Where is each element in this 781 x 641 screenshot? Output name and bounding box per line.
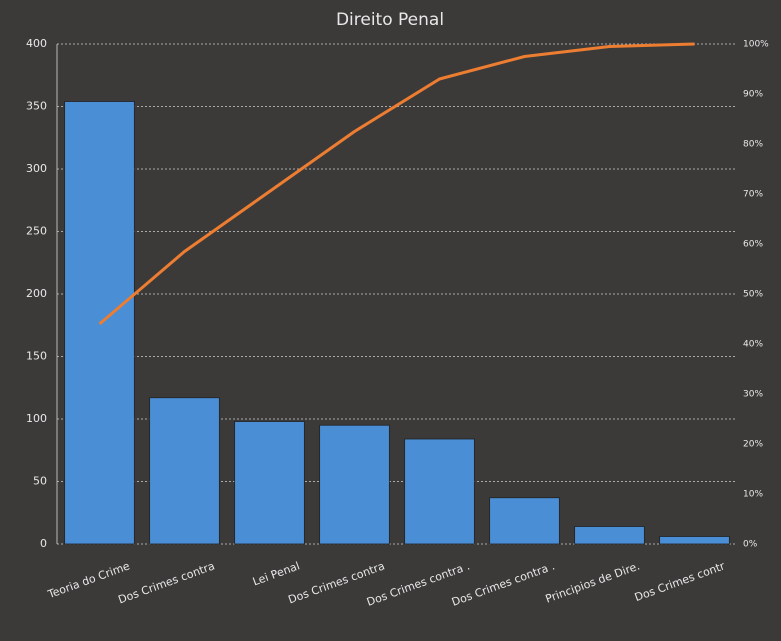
bar <box>574 526 645 545</box>
y2-tick-label: 10% <box>743 490 763 500</box>
bar <box>489 497 560 545</box>
y2-tick-label: 30% <box>743 390 763 400</box>
bar <box>234 421 305 545</box>
y-tick-label: 400 <box>26 37 47 50</box>
y2-tick-label: 60% <box>743 240 763 250</box>
bar <box>659 536 730 545</box>
chart-title: Direito Penal <box>336 10 444 30</box>
y-tick-label: 50 <box>33 475 47 488</box>
y2-tick-label: 40% <box>743 340 763 350</box>
y-tick-label: 250 <box>26 225 47 238</box>
y2-tick-label: 90% <box>743 90 763 100</box>
y2-tick-label: 80% <box>743 140 763 150</box>
y2-tick-label: 100% <box>743 40 769 50</box>
y-tick-label: 0 <box>40 537 47 550</box>
y2-tick-label: 0% <box>743 540 758 550</box>
y2-tick-label: 50% <box>743 290 763 300</box>
y-tick-label: 100 <box>26 412 47 425</box>
bar <box>404 438 475 545</box>
y-tick-label: 300 <box>26 162 47 175</box>
y-tick-label: 150 <box>26 350 47 363</box>
bar <box>149 397 220 545</box>
y2-tick-label: 70% <box>743 190 763 200</box>
y-tick-label: 200 <box>26 287 47 300</box>
y-tick-label: 350 <box>26 100 47 113</box>
bar <box>319 424 390 545</box>
cumulative-line <box>98 42 695 326</box>
y2-tick-label: 20% <box>743 440 763 450</box>
